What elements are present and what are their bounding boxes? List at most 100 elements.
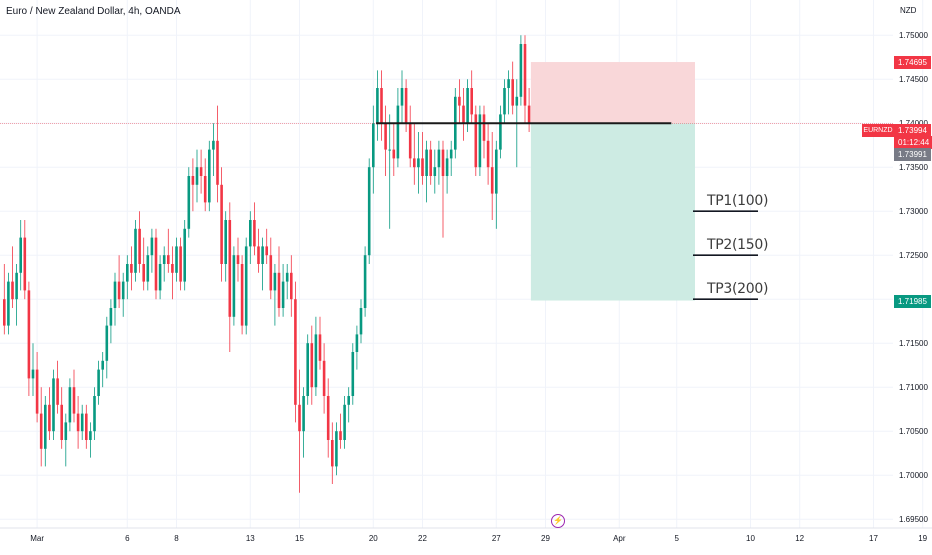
candle: [396, 88, 400, 168]
candle-body: [331, 440, 334, 467]
candle-body: [499, 114, 502, 150]
candle: [48, 387, 51, 440]
candle-body: [298, 404, 301, 432]
y-tick-label: 1.73500: [899, 163, 928, 172]
candle-body: [421, 158, 424, 176]
candle: [35, 352, 39, 423]
candle-body: [285, 272, 289, 282]
risk-zone: [530, 62, 695, 124]
candle-body: [179, 246, 182, 282]
x-tick-label: 12: [795, 534, 804, 543]
take-profit-price-tag: 1.71985: [894, 294, 931, 308]
candle-body: [290, 272, 293, 300]
candle-body: [68, 387, 72, 423]
candle-body: [19, 237, 22, 273]
candle: [52, 369, 55, 440]
drawn-lines[interactable]: [0, 122, 893, 301]
candle: [470, 70, 473, 124]
candle-body: [105, 325, 109, 361]
candle: [142, 237, 145, 291]
candle-body: [507, 79, 510, 88]
candle: [265, 228, 268, 264]
candle-body: [445, 158, 449, 176]
candle-body: [7, 281, 10, 326]
position-zones: [530, 62, 695, 301]
candle: [101, 352, 104, 388]
candle-body: [273, 272, 277, 291]
candle-body: [495, 149, 498, 194]
candle: [117, 255, 121, 308]
candle: [113, 272, 117, 326]
candle-body: [142, 264, 145, 282]
candle-body: [359, 308, 363, 335]
current-price-tag: 1.73994: [894, 124, 931, 137]
candle-body: [220, 184, 223, 264]
candle-body: [76, 413, 80, 432]
candle: [503, 79, 506, 124]
candle: [11, 246, 14, 308]
candle: [68, 378, 72, 432]
candle: [195, 149, 199, 203]
candle: [269, 237, 273, 300]
candle-body: [474, 114, 478, 168]
candle-body: [130, 264, 133, 273]
candle: [486, 123, 490, 185]
candle: [302, 387, 305, 458]
candle-body: [85, 413, 88, 440]
candle-body: [396, 105, 400, 159]
candle-body: [27, 290, 31, 379]
candle: [220, 167, 223, 282]
candle-body: [44, 404, 47, 449]
candle: [507, 70, 510, 115]
candle: [294, 281, 297, 423]
candle-body: [11, 281, 14, 300]
candle-body: [138, 228, 141, 264]
candle: [19, 220, 22, 291]
candle: [76, 396, 80, 449]
time-axis[interactable]: Mar 6 8 13 15 20 22 27 29 Apr 5 10 12 17 19: [0, 527, 932, 543]
candle: [449, 140, 453, 176]
candle: [158, 255, 162, 300]
candle-body: [437, 149, 441, 168]
candle-body: [232, 255, 236, 317]
candle-body: [503, 88, 506, 115]
symbol-title[interactable]: Euro / New Zealand Dollar, 4h, OANDA: [6, 6, 181, 17]
candle-body: [462, 105, 465, 124]
lightning-icon[interactable]: ⚡: [551, 514, 565, 528]
candle-body: [449, 149, 453, 159]
x-tick-label: 15: [295, 534, 304, 543]
candle-body: [126, 264, 129, 282]
candle-body: [490, 167, 494, 194]
candle: [187, 167, 191, 238]
candle: [171, 246, 174, 300]
x-tick-label: Mar: [30, 534, 44, 543]
candle: [413, 123, 416, 185]
candle: [367, 158, 371, 264]
price-axis[interactable]: 1.695001.700001.705001.710001.715001.720…: [899, 31, 928, 524]
candle-body: [486, 140, 490, 168]
candle: [154, 228, 158, 300]
candle-body: [3, 299, 6, 326]
x-tick-label: 13: [246, 534, 255, 543]
y-tick-label: 1.71500: [899, 339, 928, 348]
candle-body: [150, 237, 154, 256]
candle: [527, 88, 531, 132]
candle: [3, 264, 6, 335]
candle: [212, 123, 215, 176]
candle-body: [347, 396, 350, 405]
candle: [60, 387, 63, 449]
candle-body: [466, 88, 469, 124]
candle: [437, 140, 441, 185]
candle: [39, 387, 43, 467]
candle-body: [187, 176, 191, 229]
candle-body: [322, 360, 326, 396]
y-tick-label: 1.75000: [899, 31, 928, 40]
candle-body: [134, 228, 137, 273]
candle: [150, 228, 154, 273]
y-tick-label: 1.74000: [899, 119, 928, 128]
candle: [347, 387, 350, 423]
candle: [175, 237, 178, 282]
candle-body: [203, 176, 207, 203]
